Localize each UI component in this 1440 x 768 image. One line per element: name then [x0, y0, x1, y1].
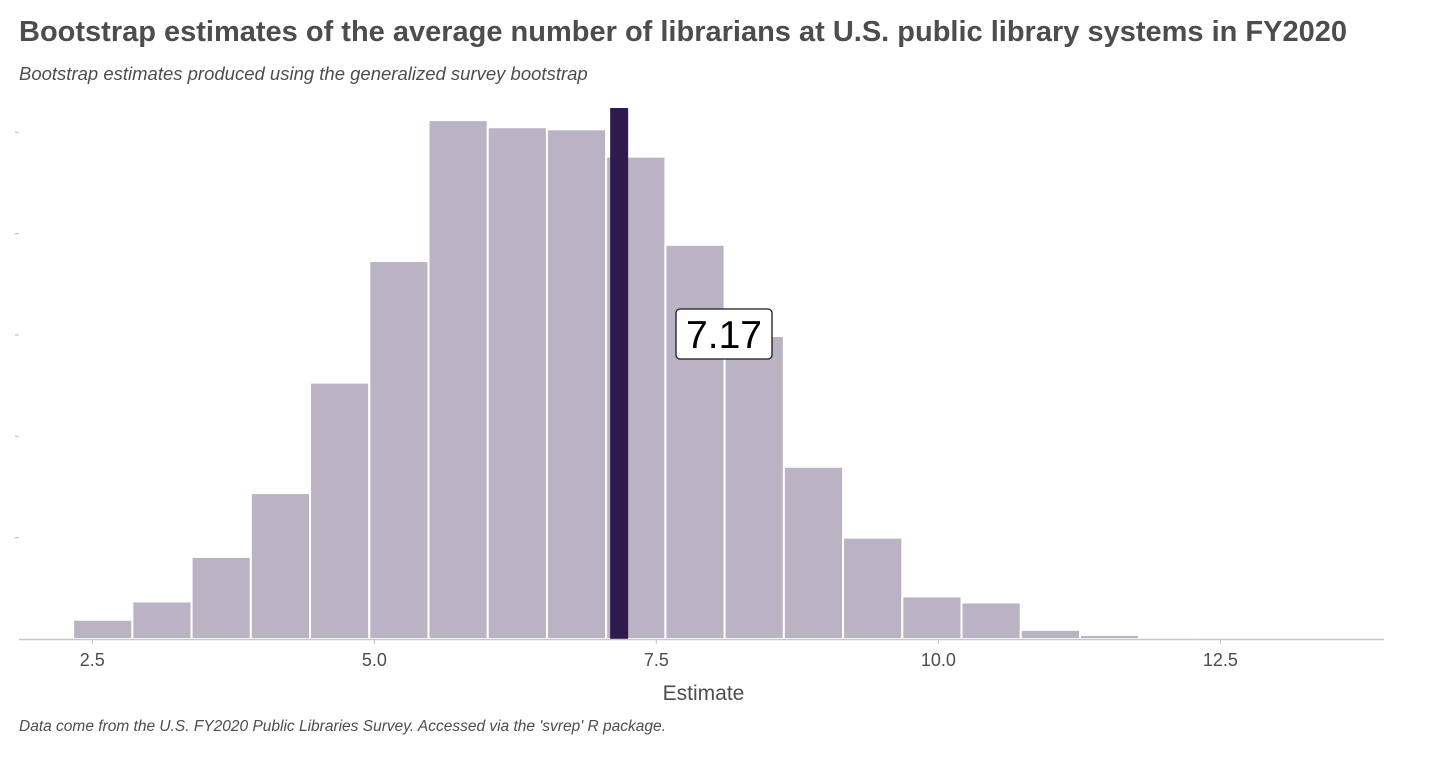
- histogram-bar: [486, 126, 548, 641]
- histogram-bar: [190, 555, 252, 640]
- x-tick-label: 10.0: [921, 650, 956, 670]
- histogram-bar: [545, 128, 608, 640]
- x-tick-label: 12.5: [1203, 650, 1238, 670]
- histogram-bars: [72, 119, 1200, 641]
- y-axis-ticks: [15, 131, 19, 539]
- histogram-bar: [309, 381, 371, 640]
- chart-caption: Data come from the U.S. FY2020 Public Li…: [19, 718, 666, 735]
- histogram-bar: [1078, 633, 1141, 640]
- estimate-reference-line: [610, 108, 629, 639]
- reference-line-group: 7.17: [610, 108, 773, 639]
- estimate-label-text: 7.17: [686, 314, 762, 357]
- histogram-bar: [368, 260, 430, 640]
- chart-subtitle: Bootstrap estimates produced using the g…: [19, 63, 588, 84]
- histogram-bar: [1019, 628, 1081, 641]
- histogram-bar: [901, 595, 963, 641]
- x-tick-label: 5.0: [362, 650, 387, 670]
- histogram-bar: [1138, 635, 1200, 640]
- histogram-bar: [72, 618, 134, 640]
- histogram-bar: [427, 119, 489, 640]
- chart-title: Bootstrap estimates of the average numbe…: [19, 16, 1347, 48]
- x-axis: 2.5 5.0 7.5 10.0 12.5 Estimate: [19, 638, 1384, 705]
- histogram-bar: [842, 536, 904, 641]
- histogram-bar: [664, 243, 726, 641]
- histogram-bar: [131, 600, 193, 640]
- histogram-plot: 7.17 2.5 5.0 7.5 10.0 12.5 Estimate: [15, 108, 1384, 705]
- histogram-bar: [723, 335, 785, 640]
- histogram-bar: [782, 465, 845, 640]
- histogram-bar: [249, 492, 312, 640]
- x-tick-label: 7.5: [644, 650, 669, 670]
- estimate-label-box: [675, 308, 773, 360]
- x-axis-title: Estimate: [663, 682, 745, 705]
- histogram-bar: [960, 601, 1022, 641]
- x-tick-label: 2.5: [80, 650, 105, 670]
